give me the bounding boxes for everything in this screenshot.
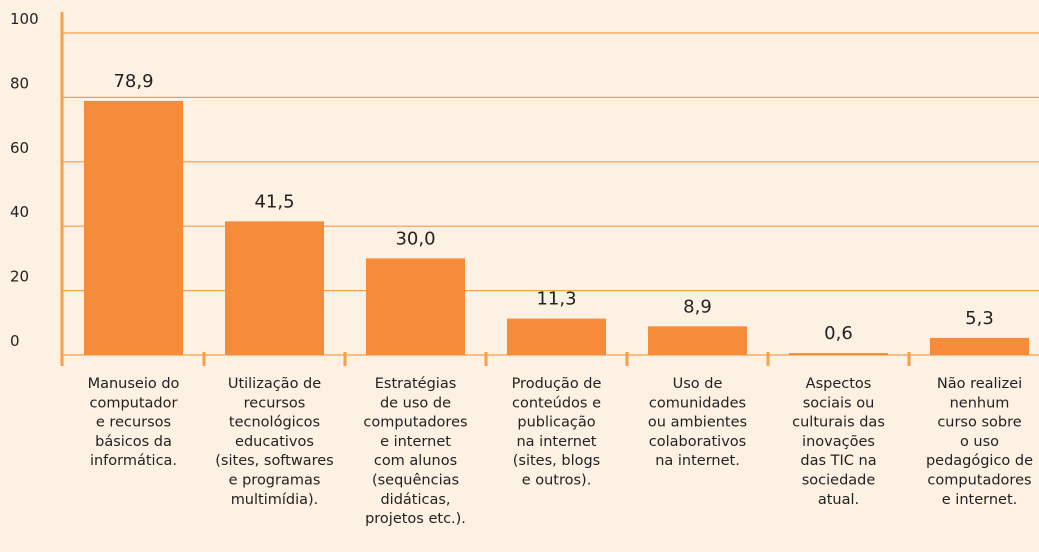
bar (930, 337, 1029, 355)
value-label: 5,3 (965, 308, 994, 329)
x-tick-label: Estratégias de uso de computadores e intern… (363, 376, 467, 527)
y-tick-label: 20 (10, 268, 29, 286)
y-tick-label: 60 (10, 139, 29, 157)
x-tick-label: Manuseio do computador e recursos básicos d… (88, 376, 180, 469)
x-tick-label: Utilização de recursos tecnológicos educati… (215, 376, 333, 508)
y-tick-label: 80 (10, 74, 29, 92)
bar (84, 100, 183, 355)
bar (789, 353, 888, 355)
y-tick-label: 0 (10, 332, 20, 350)
x-tick-label: Aspectos sociais ou culturais das inovações… (792, 376, 885, 508)
bar (507, 318, 606, 355)
y-tick-label: 40 (10, 203, 29, 221)
x-tick-label: Produção de conteúdos e publicação na inter… (512, 376, 602, 489)
x-tick-label: Não realizei nenhum curso sobre o uso pedagó… (926, 376, 1033, 508)
value-label: 78,9 (113, 71, 153, 92)
value-label: 30,0 (395, 228, 435, 249)
x-tick-label: Uso de comunidades ou ambientes colaborativ… (648, 376, 747, 469)
bar (225, 221, 324, 355)
bar (366, 258, 465, 355)
bar (648, 326, 747, 355)
value-label: 11,3 (536, 289, 576, 310)
value-label: 0,6 (824, 323, 853, 344)
y-tick-label: 100 (10, 10, 39, 28)
value-label: 41,5 (254, 191, 294, 212)
value-label: 8,9 (683, 296, 712, 317)
